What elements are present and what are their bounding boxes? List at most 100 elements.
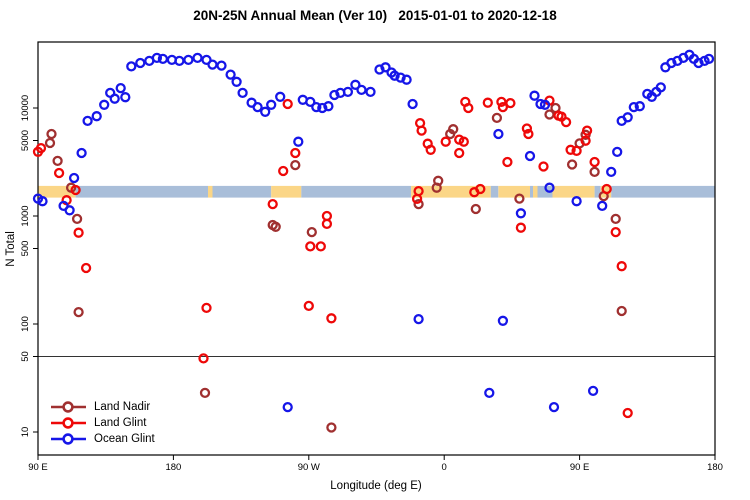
- y-tick-label: 500: [20, 241, 31, 257]
- data-point: [231, 76, 242, 87]
- data-point: [612, 146, 623, 158]
- plot-border: [37, 41, 716, 456]
- data-point: [237, 87, 248, 99]
- data-point: [413, 198, 424, 210]
- map-strip-ocean: [594, 185, 601, 198]
- map-strip-ocean: [75, 185, 208, 198]
- data-point: [703, 53, 715, 65]
- data-point: [120, 92, 131, 103]
- data-point: [425, 144, 436, 155]
- data-point: [505, 97, 516, 109]
- data-point: [207, 59, 218, 70]
- y-tick-label: 10000: [20, 95, 31, 121]
- legend-item-land-nadir: Land Nadir: [50, 399, 155, 415]
- land-glint-marker-icon: [51, 417, 86, 429]
- data-point: [634, 101, 645, 112]
- data-point: [82, 115, 93, 127]
- data-point: [571, 196, 582, 207]
- y-tick-label: 1000: [20, 205, 31, 226]
- data-point: [515, 222, 527, 233]
- data-point: [290, 147, 301, 159]
- data-point: [535, 98, 546, 110]
- data-point: [475, 183, 486, 195]
- map-strip-land: [208, 185, 213, 198]
- data-point: [628, 101, 639, 113]
- data-point: [440, 136, 451, 147]
- map-strip-ocean: [611, 185, 715, 198]
- data-point: [252, 101, 263, 113]
- map-strip-land: [38, 185, 76, 198]
- data-point: [199, 387, 211, 399]
- map-strip-land: [552, 185, 595, 198]
- data-point: [201, 302, 212, 314]
- data-point: [278, 165, 289, 177]
- data-point: [521, 123, 533, 134]
- map-strip-land: [271, 185, 302, 198]
- data-point: [497, 101, 509, 113]
- data-point: [445, 128, 456, 140]
- map-strip-ocean: [212, 185, 272, 198]
- data-point: [216, 60, 227, 71]
- data-point: [305, 96, 316, 108]
- data-point: [73, 306, 84, 318]
- map-strip-land: [411, 185, 491, 198]
- data-point: [502, 156, 513, 168]
- legend-item-land-glint: Land Glint: [50, 415, 155, 431]
- data-point: [76, 147, 87, 159]
- data-point: [293, 136, 304, 147]
- x-tick-label: 0: [442, 462, 447, 473]
- data-point: [326, 313, 337, 324]
- data-point: [192, 52, 203, 64]
- data-point: [416, 125, 427, 136]
- data-point: [282, 98, 293, 110]
- data-point: [305, 241, 316, 252]
- data-point: [491, 112, 503, 124]
- data-point: [413, 313, 424, 325]
- data-point: [560, 116, 572, 128]
- map-strip-ocean: [490, 185, 499, 198]
- data-point: [544, 182, 555, 193]
- data-point: [311, 101, 322, 113]
- data-point: [539, 99, 551, 110]
- data-point: [326, 422, 337, 433]
- data-point: [622, 112, 633, 123]
- map-strip-land: [498, 185, 530, 198]
- data-point: [655, 82, 666, 93]
- map-strip-ocean: [301, 185, 412, 198]
- x-tick-label: 180: [165, 462, 181, 473]
- data-point: [515, 208, 527, 219]
- legend-label: Ocean Glint: [94, 433, 155, 445]
- data-point: [601, 183, 612, 195]
- data-point: [275, 91, 286, 102]
- data-point: [389, 70, 400, 81]
- x-tick-label: 180: [707, 462, 723, 473]
- data-point: [407, 98, 418, 110]
- data-point: [693, 57, 704, 69]
- data-point: [666, 57, 677, 69]
- y-tick-label: 10: [20, 427, 31, 438]
- data-point: [454, 147, 465, 159]
- y-tick-label: 5000: [20, 130, 31, 151]
- data-point: [365, 86, 376, 98]
- data-point: [315, 241, 326, 252]
- data-point: [323, 101, 334, 112]
- map-strip-ocean: [530, 185, 533, 198]
- data-point: [401, 74, 412, 85]
- data-point: [616, 261, 627, 272]
- data-point: [589, 156, 600, 168]
- ocean-glint-marker-icon: [51, 433, 86, 445]
- data-point: [329, 89, 340, 101]
- data-point: [303, 300, 314, 312]
- data-point: [91, 111, 102, 122]
- data-point: [589, 166, 600, 178]
- y-tick-label: 100: [20, 316, 31, 332]
- data-point: [68, 172, 80, 184]
- data-point: [431, 182, 442, 193]
- data-point: [266, 99, 277, 110]
- x-tick-label: 90 E: [28, 462, 48, 473]
- data-point: [610, 226, 621, 238]
- data-point: [306, 226, 317, 238]
- data-point: [538, 161, 549, 172]
- data-point: [587, 385, 599, 397]
